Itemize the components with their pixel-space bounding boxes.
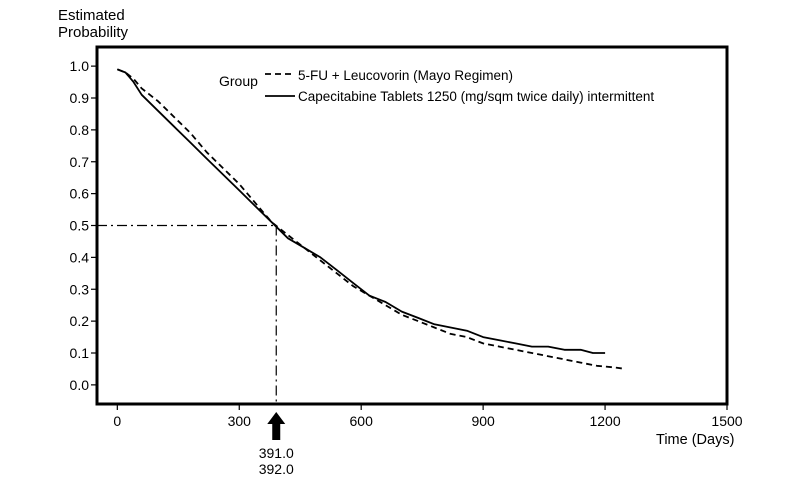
legend-entry-label: 5-FU + Leucovorin (Mayo Regimen) <box>298 68 513 83</box>
series-layer <box>116 68 626 370</box>
legend: Group 5-FU + Leucovorin (Mayo Regimen) C… <box>219 68 654 104</box>
y-tick-label: 0.4 <box>70 249 90 265</box>
y-tick-label: 0.9 <box>70 90 90 106</box>
x-ticks: 0 300 600 900 1200 1500 <box>113 404 743 429</box>
median-arrow-icon <box>267 412 286 440</box>
x-tick-label: 1500 <box>711 413 742 429</box>
y-axis-title-line-2: Probability <box>58 24 129 41</box>
median-time-label: 392.0 <box>259 461 294 477</box>
y-tick-label: 0.7 <box>70 154 90 170</box>
x-tick-label: 1200 <box>589 413 620 429</box>
y-ticks: 0.0 0.1 0.2 0.3 0.4 0.5 0.6 0.7 0.8 0.9 1.0 <box>70 58 97 393</box>
y-tick-label: 0.3 <box>70 281 90 297</box>
legend-entry-label: Capecitabine Tablets 1250 (mg/sqm twice … <box>298 89 654 104</box>
y-tick-label: 0.0 <box>70 377 90 393</box>
y-tick-label: 0.8 <box>70 122 90 138</box>
x-tick-label: 300 <box>228 413 252 429</box>
y-tick-label: 0.6 <box>70 186 90 202</box>
series-line-5fu-leucovorin <box>116 68 626 370</box>
median-time-label: 391.0 <box>259 445 294 461</box>
x-tick-label: 0 <box>113 413 121 429</box>
x-tick-label: 600 <box>350 413 374 429</box>
y-tick-label: 0.5 <box>70 218 90 234</box>
x-tick-label: 900 <box>471 413 495 429</box>
y-tick-label: 0.1 <box>70 345 90 361</box>
y-tick-label: 1.0 <box>70 58 90 74</box>
legend-title: Group <box>219 73 258 89</box>
y-axis-title-line-1: Estimated <box>58 7 125 24</box>
plot-frame <box>95 45 729 406</box>
y-tick-label: 0.2 <box>70 313 90 329</box>
x-axis-title: Time (Days) <box>656 432 734 448</box>
series-line-capecitabine <box>116 68 606 354</box>
